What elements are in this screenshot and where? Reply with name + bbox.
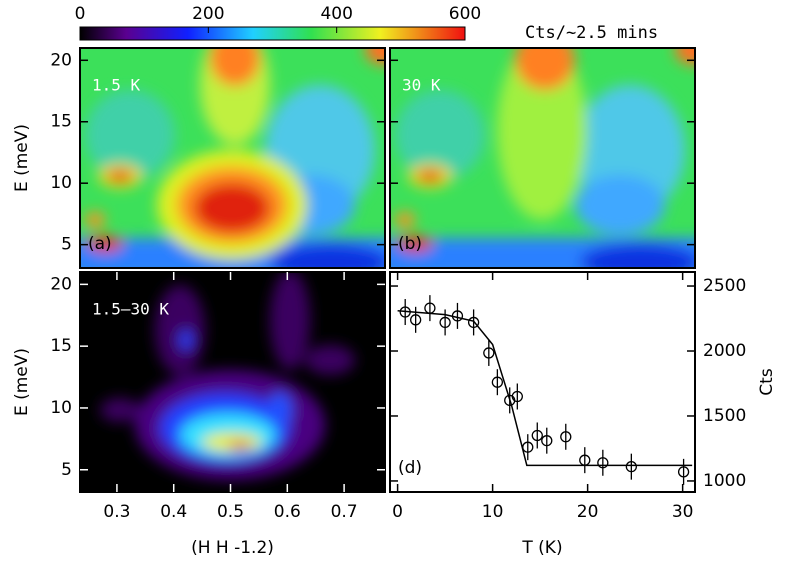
panel-label: (c)	[88, 458, 111, 478]
x-tick-label: 0.5	[217, 502, 244, 522]
data-point	[677, 466, 690, 478]
y-tick-label: 15	[50, 112, 72, 132]
panel-frame	[389, 271, 696, 493]
panel-title: 30 K	[402, 76, 441, 95]
x-tick-label: 30	[672, 502, 694, 522]
data-point	[439, 316, 451, 329]
y-tick-label: 1000	[703, 471, 746, 491]
y-tick-label: 2500	[703, 276, 746, 296]
y-axis-label: E (meV)	[12, 124, 32, 192]
panel-label: (b)	[398, 234, 422, 254]
data-point	[579, 454, 591, 466]
y-tick-label: 1500	[703, 406, 746, 426]
x-axis-label: T (K)	[521, 538, 562, 558]
data-point	[560, 431, 572, 443]
data-point	[597, 457, 609, 469]
data-point	[541, 435, 553, 447]
y-axis-label: E (meV)	[12, 348, 32, 416]
y-tick-label: 2000	[703, 341, 746, 361]
x-tick-label: 20	[577, 502, 599, 522]
data-point	[483, 347, 495, 359]
x-axis-label: (H H -1.2)	[191, 538, 274, 558]
y-tick-label: 10	[50, 398, 72, 418]
panel-frame	[79, 47, 386, 269]
y-tick-label: 5	[61, 235, 72, 255]
heatmap-a	[80, 48, 385, 268]
heatmap-c	[80, 272, 385, 492]
panel-label: (a)	[88, 234, 112, 254]
x-tick-label: 10	[482, 502, 504, 522]
data-point	[424, 302, 436, 314]
y-tick-label: 15	[50, 336, 72, 356]
data-point	[410, 314, 422, 326]
y-tick-label: 20	[50, 50, 72, 70]
panel-frame	[79, 271, 386, 493]
colorbar-tick-label: 0	[75, 4, 86, 24]
data-point	[522, 441, 534, 453]
panel-title: 1.5–30 K	[92, 300, 169, 319]
data-point	[467, 316, 480, 329]
colorbar-label: Cts/~2.5 mins	[525, 23, 658, 43]
data-point	[531, 429, 543, 442]
data-point	[491, 376, 504, 388]
data-point	[625, 461, 637, 473]
colorbar-tick-label: 200	[192, 4, 224, 24]
data-point	[511, 390, 523, 403]
y-tick-label: 5	[61, 460, 72, 480]
x-tick-label: 0.7	[331, 502, 358, 522]
y-tick-label: 20	[50, 274, 72, 294]
x-tick-label: 0.3	[103, 502, 130, 522]
x-tick-label: 0.6	[274, 502, 301, 522]
colorbar-tick-label: 600	[449, 4, 481, 24]
panel-title: 1.5 K	[92, 76, 141, 95]
x-tick-label: 0	[392, 502, 403, 522]
y-axis-label: Cts	[757, 368, 777, 396]
data-point	[451, 310, 464, 322]
data-point	[399, 306, 411, 318]
colorbar-tick-label: 400	[320, 4, 352, 24]
colorbar	[79, 26, 466, 41]
fit-line	[397, 309, 693, 467]
panel-frame	[389, 47, 696, 269]
heatmap-b	[390, 48, 695, 268]
y-tick-label: 10	[50, 173, 72, 193]
x-tick-label: 0.4	[160, 502, 187, 522]
panel-label: (d)	[398, 458, 422, 478]
